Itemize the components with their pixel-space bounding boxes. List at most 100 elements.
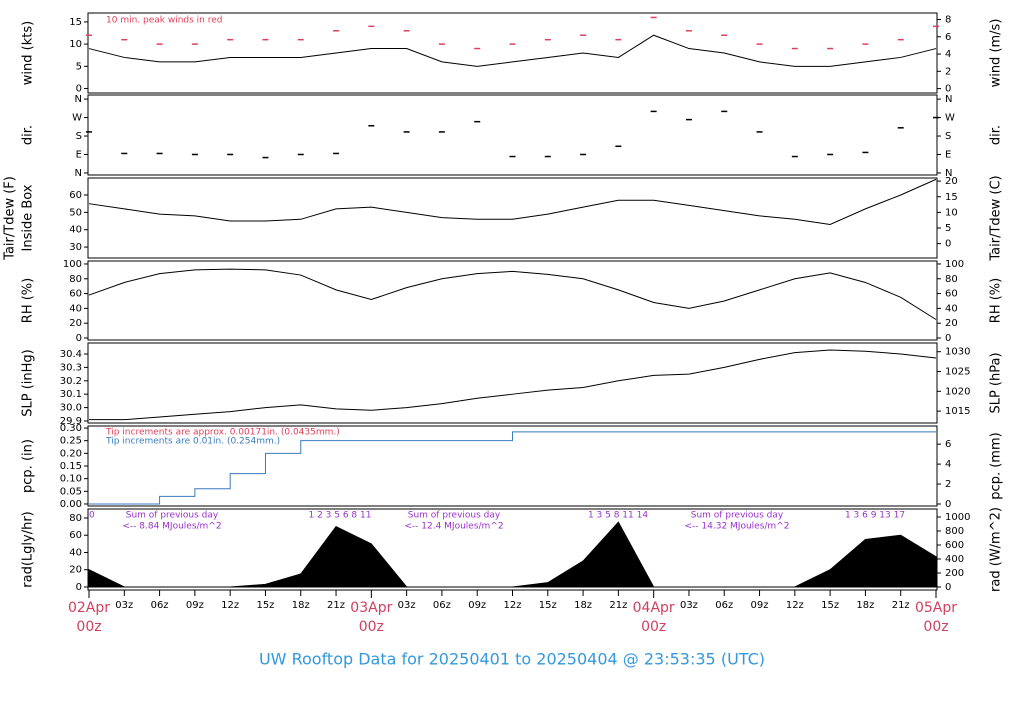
panel-frame — [87, 260, 938, 341]
y2-axis-label: wind (m/s) — [989, 19, 1004, 88]
hour-marks: 0 — [89, 511, 95, 521]
x-tick-label: 12z — [221, 600, 239, 611]
x-tick-label: 06z — [715, 600, 733, 611]
y-tick-label: 0.25 — [60, 436, 82, 447]
y2-tick-label: W — [945, 113, 955, 124]
y2-tick-label: 1030 — [945, 347, 970, 358]
y2-axis-label: dir. — [989, 125, 1004, 145]
y-axis-label: rad(Lgly/hr) — [21, 511, 36, 587]
y2-tick-label: 600 — [945, 540, 964, 551]
y-tick-label: 40 — [69, 547, 82, 558]
y-tick-label: 15 — [69, 17, 82, 28]
date-label: 00z — [76, 619, 101, 635]
y2-tick-label: 10 — [945, 207, 958, 218]
y-tick-label: 60 — [69, 530, 82, 541]
y-axis-label: RH (%) — [21, 278, 36, 323]
y-axis-label: pcp. (in) — [21, 439, 36, 493]
date-label: 03Apr — [350, 600, 392, 616]
step-line — [89, 431, 936, 505]
x-tick-label: 03z — [680, 600, 698, 611]
line — [88, 34, 937, 67]
x-tick-label: 18z — [856, 600, 874, 611]
chart-title: UW Rooftop Data for 20250401 to 20250404… — [259, 650, 765, 669]
y-tick-label: 40 — [69, 225, 82, 236]
y2-tick-label: 0 — [945, 84, 951, 95]
x-tick-label: 18z — [574, 600, 592, 611]
y-tick-label: 20 — [69, 565, 82, 576]
y2-axis-label: pcp. (mm) — [989, 432, 1004, 499]
y-axis-label: Inside Box — [21, 184, 36, 251]
y2-tick-label: 400 — [945, 554, 964, 565]
y2-tick-label: 100 — [945, 259, 964, 270]
y-tick-label: W — [72, 113, 82, 124]
y2-tick-label: 2 — [945, 479, 951, 490]
date-label: 05Apr — [915, 600, 957, 616]
y2-tick-label: N — [945, 94, 952, 105]
date-label: 00z — [359, 619, 384, 635]
y-axis-label: wind (kts) — [21, 21, 36, 85]
legend-label: Tip increments are 0.01in. (0.254mm.) — [105, 437, 280, 447]
y-tick-label: 30.1 — [60, 389, 82, 400]
x-tick-label: 06z — [151, 600, 169, 611]
y-tick-label: 0 — [76, 582, 82, 593]
y-tick-label: 30.2 — [60, 376, 82, 387]
y2-axis-label: RH (%) — [989, 278, 1004, 323]
y-tick-label: 10 — [69, 39, 82, 50]
y-tick-label: N — [75, 168, 82, 179]
annotation: <-- 14.32 MJoules/m^2 — [685, 522, 790, 532]
y2-axis-label: rad (W/m^2) — [989, 507, 1004, 592]
hour-marks: 1 2 3 5 6 8 11 — [309, 511, 372, 521]
y2-tick-label: 1000 — [945, 512, 970, 523]
y-tick-label: 30.3 — [60, 362, 82, 373]
y2-tick-label: 20 — [945, 318, 958, 329]
date-label: 00z — [923, 619, 948, 635]
y-tick-label: 29.9 — [60, 416, 82, 427]
y-tick-label: 0 — [76, 333, 82, 344]
y2-tick-label: 6 — [945, 32, 951, 43]
y-tick-label: 0.20 — [60, 448, 82, 459]
hour-marks: 1 3 5 8 11 14 — [588, 511, 648, 521]
y-tick-label: 80 — [69, 513, 82, 524]
y2-tick-label: 0 — [945, 582, 951, 593]
y2-tick-label: 0 — [945, 333, 951, 344]
y2-tick-label: 1015 — [945, 406, 970, 417]
y-tick-label: 0.30 — [60, 423, 82, 434]
x-tick-label: 12z — [786, 600, 804, 611]
y2-tick-label: 15 — [945, 192, 958, 203]
panel-frame — [87, 177, 938, 259]
y2-tick-label: 2 — [945, 66, 951, 77]
y2-tick-label: E — [945, 149, 951, 160]
x-tick-label: 15z — [256, 600, 274, 611]
area — [88, 521, 937, 588]
y-axis-label: Tair/Tdew (F) — [3, 176, 18, 261]
x-tick-label: 03z — [115, 600, 133, 611]
line — [88, 178, 937, 226]
date-label: 00z — [641, 619, 666, 635]
y-tick-label: 100 — [63, 259, 82, 270]
y2-axis-label: Tair/Tdew (C) — [989, 175, 1004, 261]
annotation: Sum of previous day — [691, 511, 784, 521]
y-tick-label: N — [75, 94, 82, 105]
annotation: <-- 8.84 MJoules/m^2 — [122, 522, 221, 532]
panel-frame — [87, 94, 938, 176]
y-tick-label: 60 — [69, 190, 82, 201]
y2-tick-label: 40 — [945, 303, 958, 314]
x-tick-label: 21z — [892, 600, 910, 611]
y2-tick-label: N — [945, 168, 952, 179]
x-tick-label: 09z — [751, 600, 769, 611]
panel-frame — [87, 342, 938, 424]
hour-marks: 1 3 6 9 13 17 — [845, 511, 905, 521]
x-tick-label: 09z — [468, 600, 486, 611]
annotation: <-- 12.4 MJoules/m^2 — [404, 522, 503, 532]
x-tick-label: 21z — [327, 600, 345, 611]
y2-tick-label: 4 — [945, 459, 951, 470]
y2-tick-label: S — [945, 131, 951, 142]
x-tick-label: 12z — [504, 600, 522, 611]
y-tick-label: 60 — [69, 289, 82, 300]
y-tick-label: 0.00 — [60, 499, 82, 510]
y-tick-label: 0.15 — [60, 461, 82, 472]
y-axis-label: SLP (inHg) — [21, 349, 36, 417]
y2-tick-label: 0 — [945, 499, 951, 510]
y-tick-label: 50 — [69, 207, 82, 218]
y-tick-label: 0.05 — [60, 486, 82, 497]
